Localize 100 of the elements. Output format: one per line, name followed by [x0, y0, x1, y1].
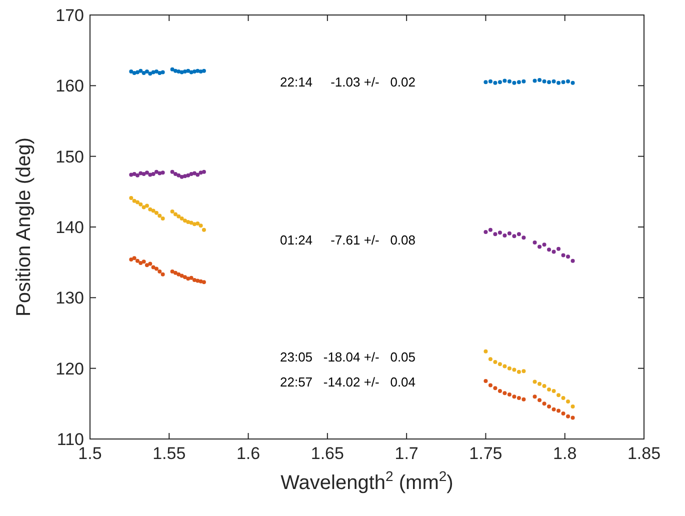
point	[484, 80, 488, 84]
point	[516, 396, 521, 400]
point	[493, 360, 498, 364]
point	[138, 202, 143, 206]
point	[507, 79, 512, 84]
point	[170, 170, 174, 174]
x-tick-label: 1.6	[236, 444, 260, 463]
point	[186, 276, 190, 281]
point	[154, 170, 158, 174]
point	[493, 80, 498, 85]
y-tick-label: 160	[56, 76, 84, 96]
point	[532, 394, 537, 399]
y-tick-label: 150	[56, 147, 84, 166]
point	[129, 172, 134, 177]
x-tick-label: 1.65	[310, 444, 344, 463]
point	[135, 70, 140, 74]
point	[507, 392, 512, 396]
point	[512, 234, 516, 238]
point	[484, 349, 488, 354]
x-tick-label: 1.7	[394, 444, 418, 463]
point	[570, 404, 575, 408]
point	[532, 380, 537, 384]
x-tick-label: 1.75	[469, 444, 502, 463]
point	[488, 383, 492, 388]
point	[532, 240, 537, 245]
point	[522, 397, 526, 402]
point	[498, 388, 502, 393]
point	[498, 80, 502, 84]
point	[154, 70, 158, 74]
point	[160, 216, 165, 221]
point	[542, 242, 546, 247]
x-tick-label: 1.55	[152, 444, 186, 463]
point	[196, 221, 200, 226]
point	[512, 394, 516, 399]
point	[196, 172, 200, 177]
point	[538, 382, 542, 386]
point	[570, 258, 575, 263]
point	[502, 391, 507, 396]
point	[129, 258, 134, 262]
annotation: 23:05 -18.04 +/- 0.05	[280, 350, 416, 365]
point	[176, 272, 181, 276]
point	[570, 416, 575, 420]
point	[182, 275, 187, 280]
point	[547, 404, 552, 408]
point	[132, 256, 136, 260]
point	[189, 276, 194, 280]
point	[502, 233, 507, 238]
point	[566, 414, 570, 418]
point	[176, 70, 181, 74]
point	[512, 368, 516, 372]
point	[158, 70, 162, 75]
point	[142, 260, 146, 264]
point	[561, 396, 566, 400]
point	[542, 402, 546, 406]
point	[547, 388, 552, 392]
point	[170, 209, 174, 214]
point	[493, 232, 498, 236]
point	[561, 80, 566, 84]
point	[154, 266, 158, 271]
point	[552, 250, 556, 254]
point	[516, 80, 521, 84]
point	[552, 388, 556, 393]
point	[498, 362, 502, 366]
annotation: 01:24 -7.61 +/- 0.08	[280, 232, 416, 248]
point	[547, 248, 552, 252]
point	[142, 70, 146, 75]
y-tick-label: 170	[56, 6, 84, 25]
x-tick-label: 1.8	[553, 444, 577, 463]
point	[202, 228, 206, 232]
point	[507, 366, 512, 370]
point	[522, 236, 526, 240]
point	[186, 68, 190, 73]
point	[170, 270, 174, 274]
y-tick-label: 130	[56, 288, 84, 308]
point	[186, 220, 190, 224]
point	[542, 79, 546, 84]
point	[173, 172, 178, 176]
point	[132, 172, 136, 176]
point	[196, 278, 200, 283]
point	[202, 280, 206, 284]
x-tick-label: 1.5	[78, 444, 102, 463]
point	[516, 232, 521, 236]
point	[538, 398, 542, 402]
point	[148, 172, 152, 177]
point	[142, 172, 146, 176]
point	[488, 79, 492, 84]
point	[135, 173, 140, 178]
point	[144, 170, 149, 175]
point	[135, 200, 140, 204]
point	[502, 364, 507, 368]
point	[561, 253, 566, 258]
point	[144, 70, 149, 74]
point	[173, 270, 178, 275]
point	[561, 412, 566, 416]
point	[566, 400, 570, 404]
point	[154, 210, 158, 215]
point	[202, 170, 206, 174]
point	[493, 386, 498, 390]
point	[192, 171, 196, 176]
point	[484, 379, 488, 384]
